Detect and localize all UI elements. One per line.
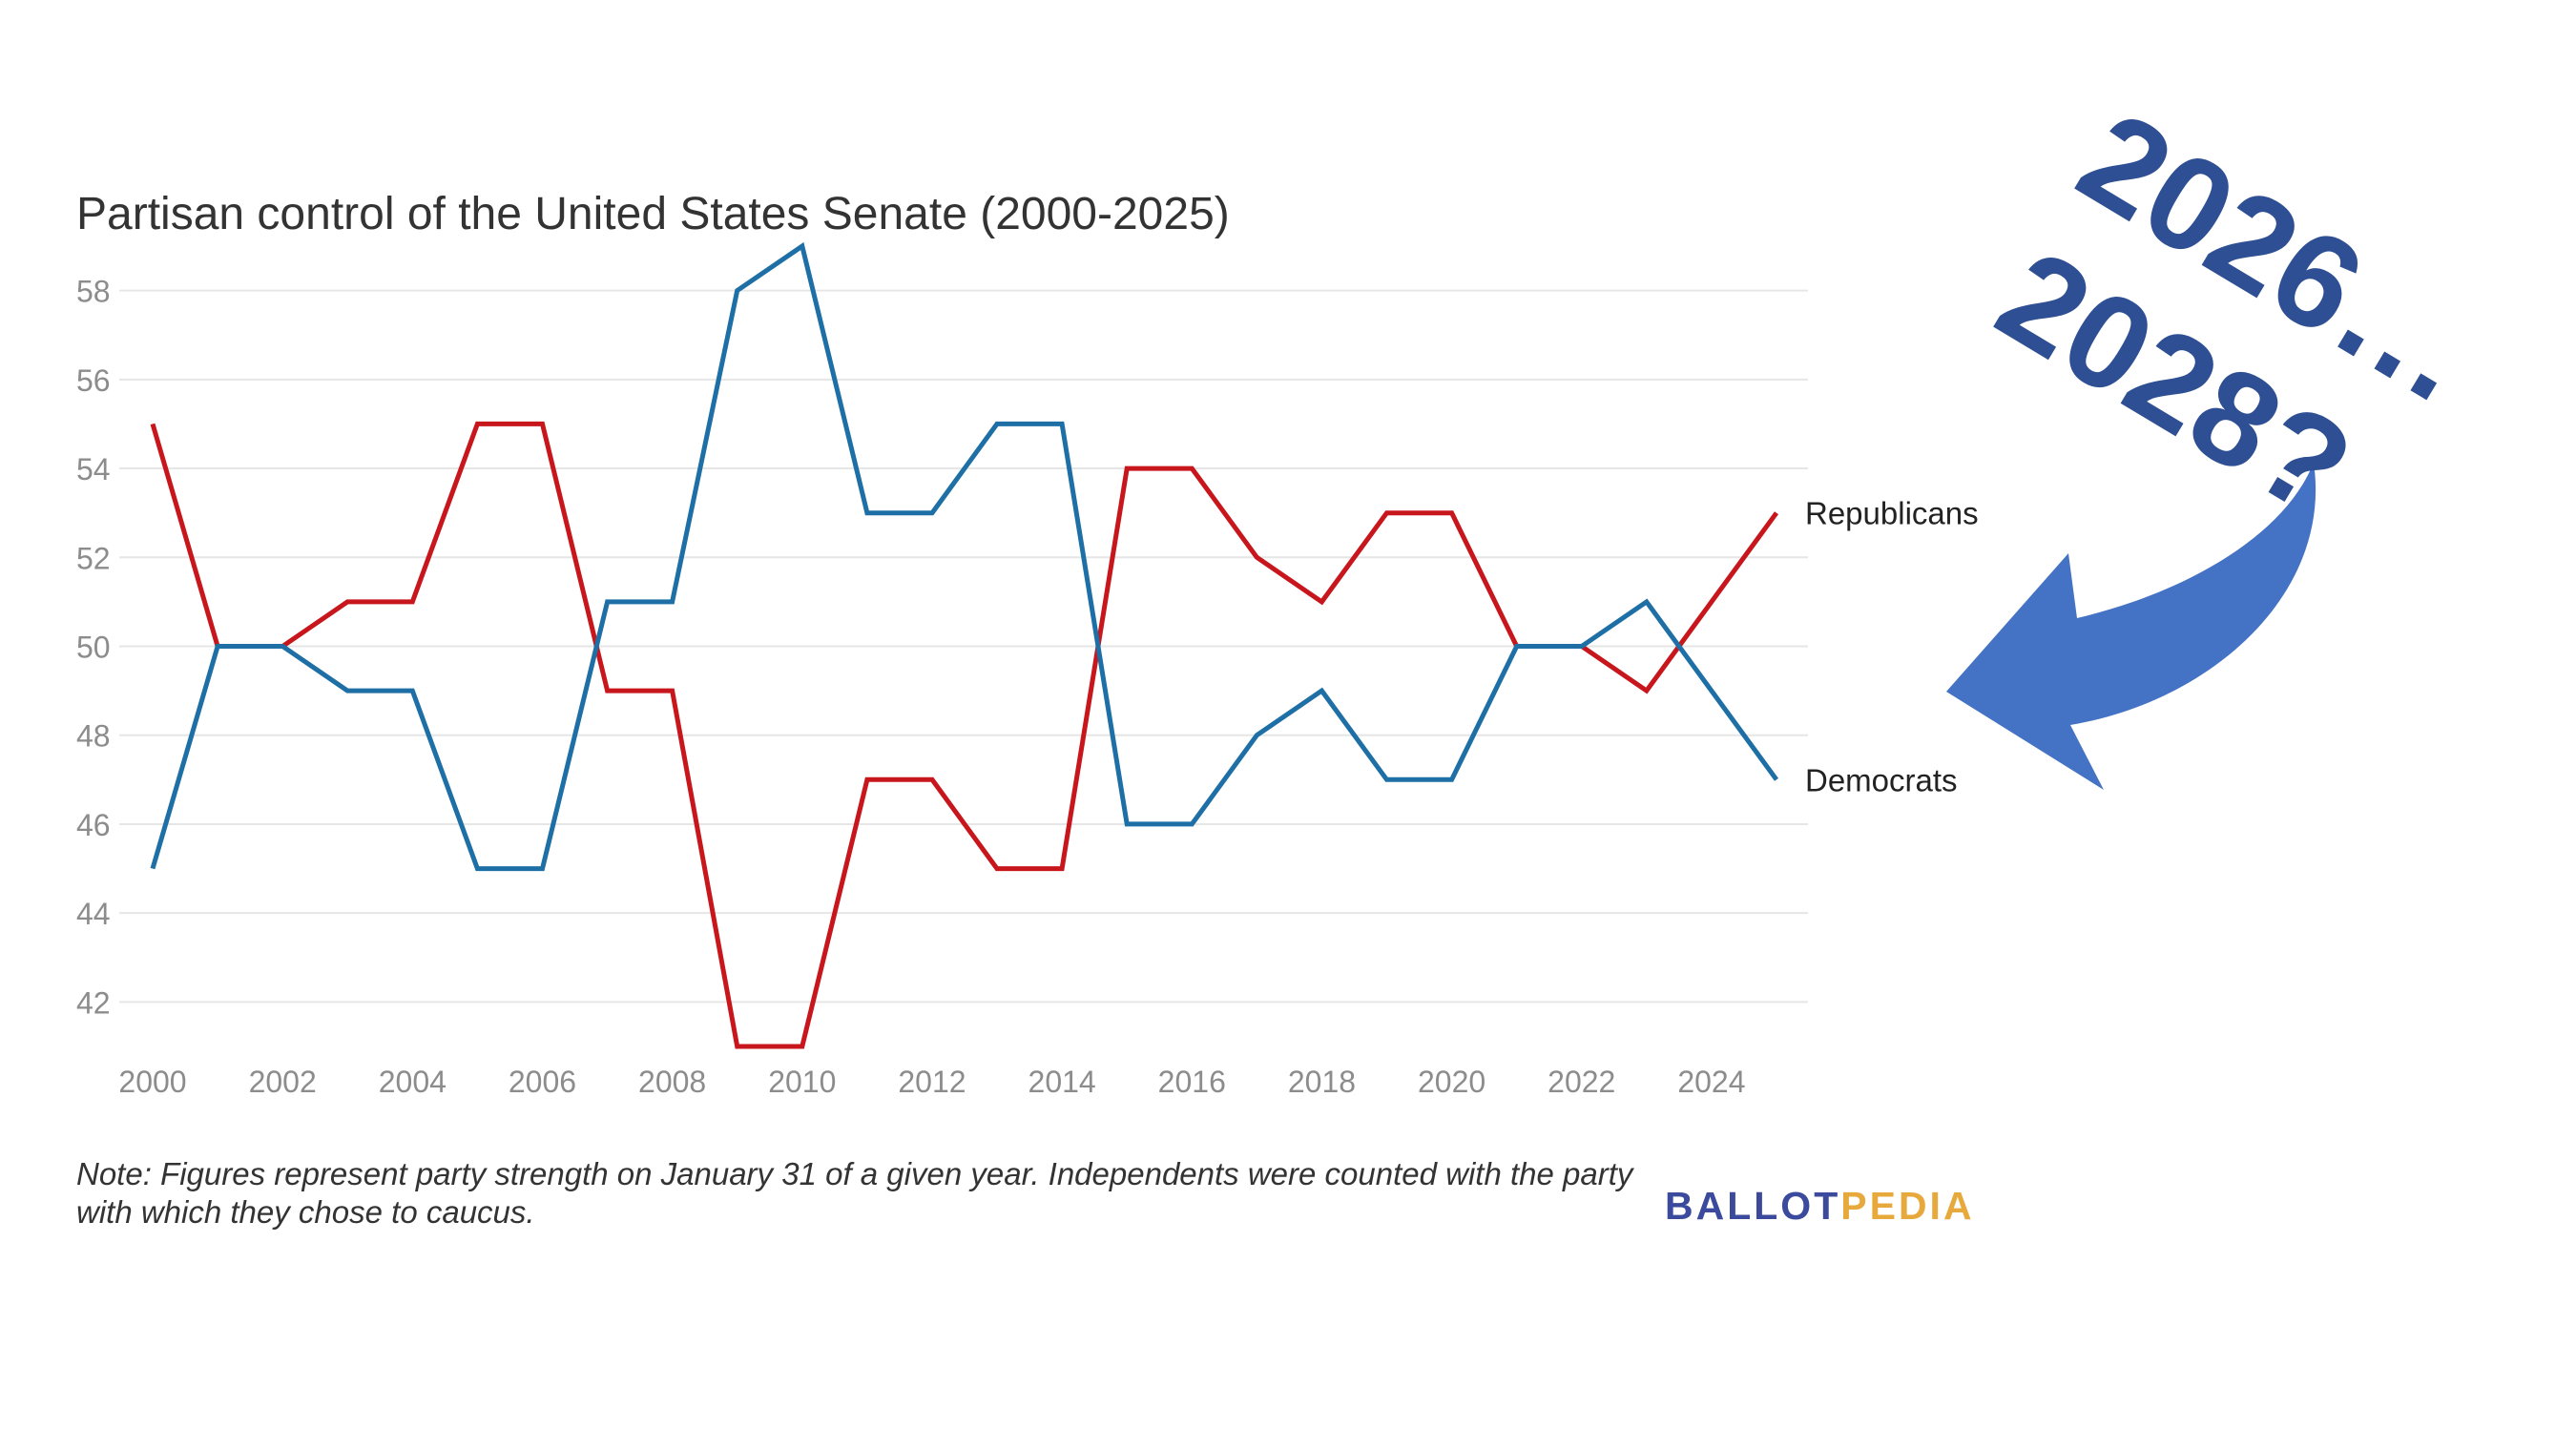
series-line-republicans: [150, 421, 1779, 1049]
x-tick-label: 2024: [1677, 1065, 1745, 1099]
series-line-democrats: [150, 241, 1779, 872]
y-tick-label: 46: [76, 808, 111, 842]
x-tick-label: 2018: [1288, 1065, 1356, 1099]
x-tick-label: 2000: [118, 1065, 186, 1099]
y-tick-label: 52: [76, 541, 111, 575]
x-tick-label: 2016: [1158, 1065, 1226, 1099]
chart-note-line2: with which they chose to caucus.: [76, 1194, 535, 1230]
y-tick-label: 44: [76, 897, 111, 931]
x-tick-label: 2010: [768, 1065, 836, 1099]
x-tick-label: 2004: [379, 1065, 447, 1099]
curved-arrow-icon: [1946, 463, 2316, 790]
y-tick-label: 48: [76, 719, 111, 754]
series-lines: [150, 241, 1779, 1049]
gridlines: [119, 289, 1808, 1004]
x-tick-label: 2012: [898, 1065, 966, 1099]
x-tick-label: 2022: [1548, 1065, 1615, 1099]
x-tick-label: 2014: [1028, 1065, 1096, 1099]
y-tick-label: 42: [76, 985, 111, 1020]
x-tick-label: 2008: [638, 1065, 706, 1099]
logo-part-ballot: BALLOT: [1665, 1184, 1840, 1228]
y-tick-label: 58: [76, 275, 111, 309]
y-axis-ticks: 42 44 46 48 50 52 54 56 58: [76, 275, 111, 1021]
series-label-democrats: Democrats: [1805, 762, 1958, 797]
x-axis-ticks: 2000 2002 2004 2006 2008 2010 2012 2014 2016 2018…: [118, 1065, 1745, 1099]
x-tick-label: 2020: [1418, 1065, 1485, 1099]
y-tick-label: 54: [76, 452, 111, 486]
chart-title: Partisan control of the United States Se…: [76, 189, 1230, 239]
logo-part-pedia: PEDIA: [1840, 1184, 1974, 1228]
series-labels: Republicans Democrats: [1805, 496, 1979, 798]
ballotpedia-logo: BALLOTPEDIA: [1665, 1184, 1975, 1228]
y-tick-label: 50: [76, 631, 111, 665]
y-tick-label: 56: [76, 363, 111, 398]
x-tick-label: 2006: [509, 1065, 576, 1099]
chart-note-line1: Note: Figures represent party strength o…: [76, 1156, 1635, 1191]
x-tick-label: 2002: [249, 1065, 317, 1099]
series-label-republicans: Republicans: [1805, 496, 1979, 531]
